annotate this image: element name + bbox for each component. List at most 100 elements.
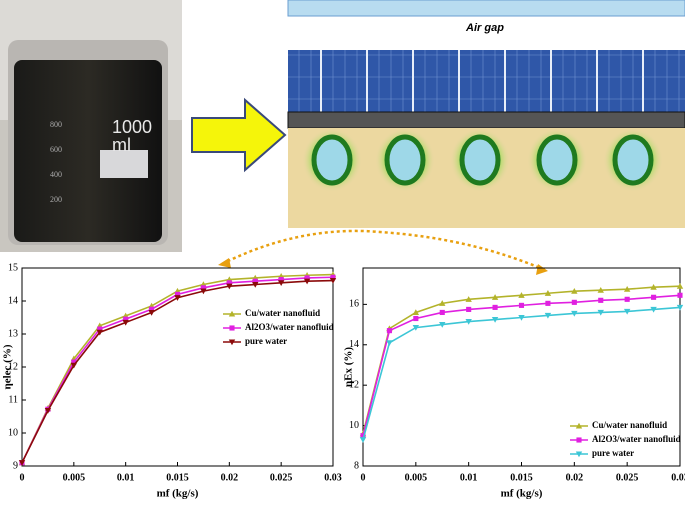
marker (174, 291, 181, 297)
marker (122, 319, 129, 326)
marker (518, 302, 525, 308)
marker (544, 312, 552, 319)
marker (465, 318, 472, 325)
beaker-text: 1000 (112, 117, 152, 137)
marker (623, 286, 631, 292)
marker (650, 283, 657, 290)
air-gap-label: Air gap (465, 22, 504, 34)
marker (439, 309, 445, 316)
marker (386, 328, 392, 334)
y-tick-label: 10 (8, 427, 18, 438)
x-tick-label: 0.025 (616, 472, 639, 483)
series-line (21, 276, 334, 464)
marker (676, 282, 684, 289)
x-tick-label: 0.02 (221, 472, 239, 483)
marker (623, 308, 631, 315)
beaker-photo: 1000 ml 800 600 400 200 (0, 0, 182, 252)
y-tick-label: 16 (349, 299, 359, 310)
x-tick-label: 0.015 (510, 472, 533, 483)
marker (277, 280, 285, 287)
beaker-mark: 800 (50, 120, 62, 129)
y-tick-label: 8 (354, 460, 359, 471)
marker (412, 325, 420, 331)
marker (650, 306, 657, 313)
marker (252, 281, 259, 288)
arrow (191, 97, 287, 173)
marker (545, 300, 551, 306)
marker (491, 294, 499, 300)
legend-marker (228, 310, 236, 317)
y-tick-label: 9 (13, 460, 18, 471)
connector (221, 229, 546, 272)
x-tick-label: 0.005 (63, 472, 86, 483)
legend-label: Al2O3/water nanofluid (592, 434, 681, 444)
marker (518, 314, 525, 321)
marker (226, 280, 232, 286)
series-line (21, 273, 334, 464)
y-tick-label: 14 (8, 295, 18, 306)
beaker-text: ml (112, 135, 131, 155)
x-tick-label: 0.01 (117, 472, 135, 483)
x-tick-label: 0.015 (166, 472, 189, 483)
y-axis-label: ηEx (%) (343, 347, 355, 387)
marker (330, 274, 336, 280)
y-tick-label: 14 (349, 339, 359, 350)
marker (174, 295, 181, 301)
marker (439, 300, 446, 306)
beaker-mark: 600 (50, 145, 62, 154)
marker (200, 288, 207, 295)
marker (544, 290, 552, 296)
legend-label: Cu/water nanofluid (592, 420, 667, 430)
marker (518, 292, 525, 298)
y-tick-label: 12 (349, 379, 359, 390)
marker (676, 304, 684, 311)
marker (651, 294, 657, 300)
x-tick-label: 0.03 (324, 472, 342, 483)
legend-marker (229, 325, 235, 331)
y-tick-label: 13 (8, 328, 18, 339)
x-tick-label: 0 (361, 472, 366, 483)
marker (597, 309, 604, 316)
marker (200, 285, 206, 291)
x-axis-label: mf (kg/s) (157, 488, 199, 500)
legend-label: Al2O3/water nanofluid (245, 322, 334, 332)
beaker-mark: 200 (50, 195, 62, 204)
marker (571, 310, 578, 317)
marker (148, 309, 155, 316)
marker (492, 304, 498, 310)
y-tick-label: 10 (349, 420, 359, 431)
marker (465, 296, 472, 302)
marker (360, 433, 366, 439)
x-tick-label: 0.02 (566, 472, 584, 483)
marker (466, 306, 472, 312)
legend-marker (228, 339, 236, 346)
marker (44, 408, 52, 414)
marker (597, 287, 604, 293)
marker (123, 316, 129, 322)
marker (491, 316, 499, 323)
legend-label: Cu/water nanofluid (245, 308, 320, 318)
marker (303, 278, 311, 285)
x-tick-label: 0.03 (671, 472, 685, 483)
y-axis-label: ηelec (%) (2, 344, 14, 389)
x-tick-label: 0.025 (270, 472, 293, 483)
legend-marker (575, 451, 583, 458)
marker (71, 359, 77, 365)
marker (97, 326, 103, 332)
solar-diagram: Air gap (287, 0, 685, 228)
marker (677, 292, 683, 298)
marker (571, 288, 578, 294)
x-axis-label: mf (kg/s) (501, 488, 543, 500)
marker (96, 329, 103, 336)
marker (439, 322, 446, 328)
beaker-mark: 400 (50, 170, 62, 179)
marker (278, 276, 284, 283)
legend-label: pure water (592, 448, 634, 458)
marker (329, 277, 337, 284)
marker (571, 299, 577, 305)
marker (226, 283, 233, 290)
marker (386, 340, 393, 346)
legend-marker (575, 422, 583, 429)
marker (149, 306, 155, 312)
